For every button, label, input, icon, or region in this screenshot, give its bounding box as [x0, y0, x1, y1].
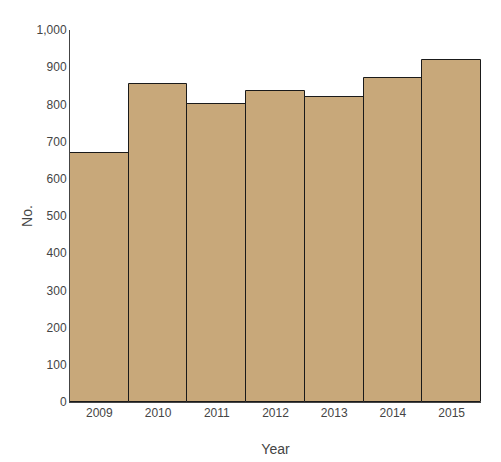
svg-text:1,000: 1,000 [37, 23, 67, 37]
svg-text:600: 600 [47, 172, 67, 186]
svg-text:2013: 2013 [321, 406, 348, 420]
svg-text:800: 800 [47, 98, 67, 112]
svg-text:400: 400 [47, 246, 67, 260]
svg-text:2009: 2009 [86, 406, 113, 420]
svg-text:No.: No. [19, 205, 35, 227]
svg-text:Year: Year [261, 441, 290, 457]
svg-text:0: 0 [60, 395, 67, 409]
svg-text:900: 900 [47, 60, 67, 74]
svg-text:2015: 2015 [438, 406, 465, 420]
svg-text:300: 300 [47, 284, 67, 298]
svg-text:2011: 2011 [204, 406, 230, 420]
svg-text:500: 500 [47, 209, 67, 223]
svg-text:200: 200 [47, 321, 67, 335]
svg-text:100: 100 [47, 358, 67, 372]
svg-text:2014: 2014 [380, 406, 407, 420]
svg-text:2012: 2012 [262, 406, 289, 420]
svg-text:2010: 2010 [145, 406, 172, 420]
svg-text:700: 700 [47, 135, 67, 149]
